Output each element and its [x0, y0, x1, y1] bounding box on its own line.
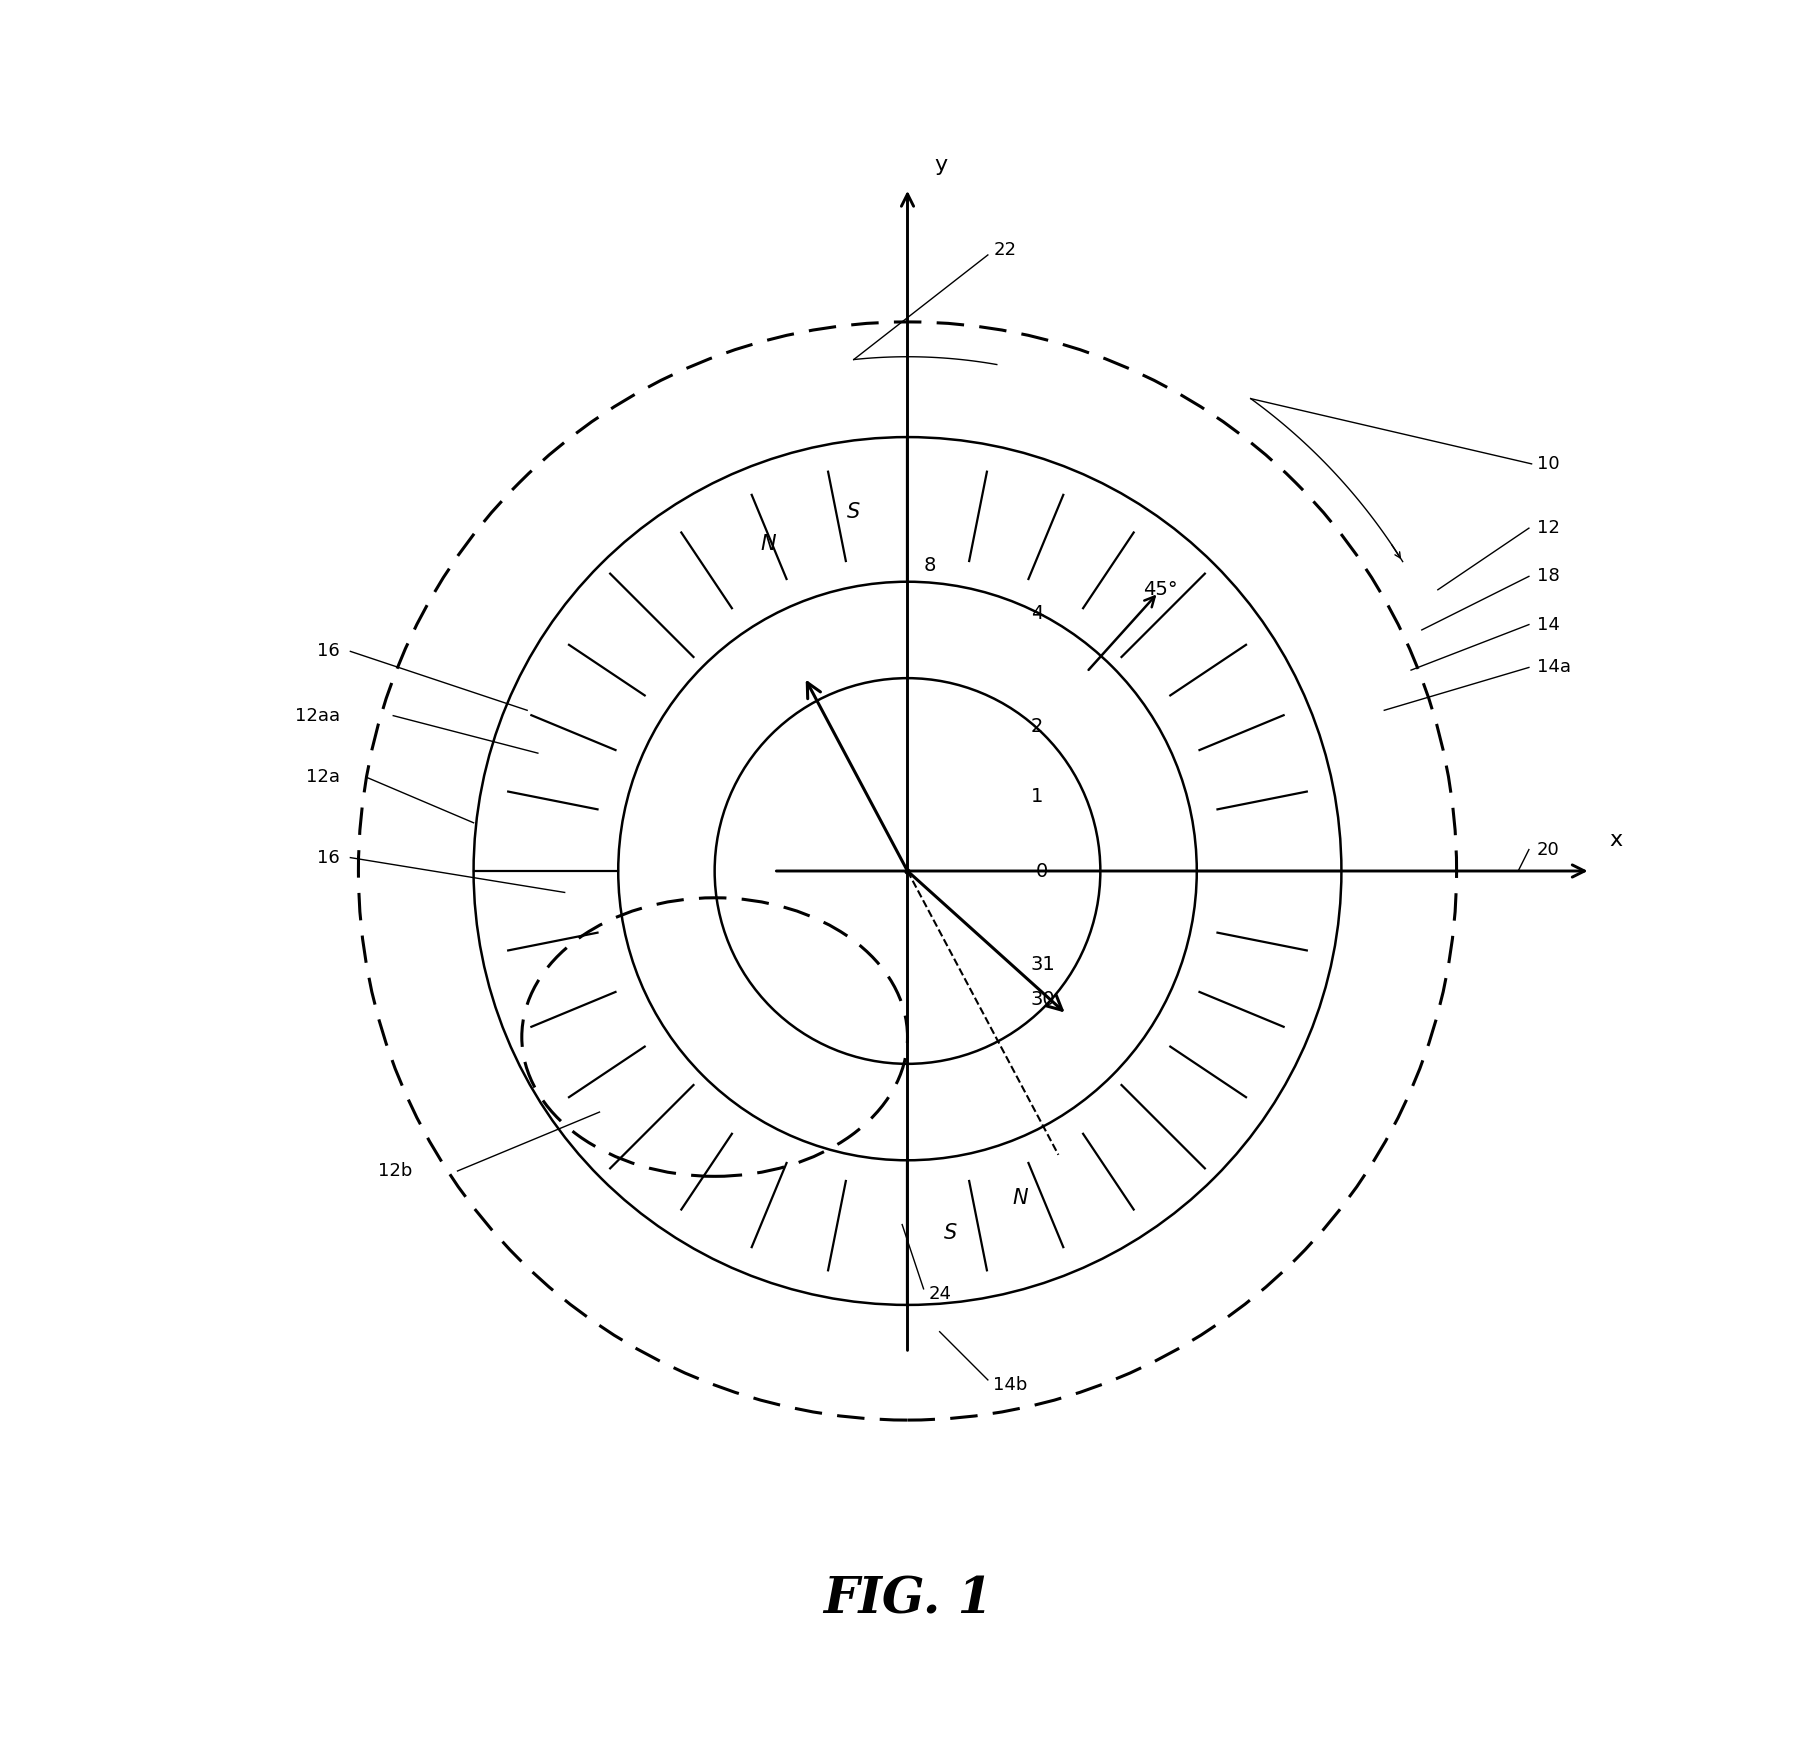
Text: N: N	[760, 535, 776, 554]
Text: N: N	[1012, 1188, 1027, 1207]
Text: x: x	[1609, 829, 1622, 850]
Text: 20: 20	[1536, 841, 1558, 859]
Text: 1: 1	[1030, 786, 1043, 805]
Text: 16: 16	[317, 643, 339, 660]
Text: 16: 16	[317, 848, 339, 866]
Text: 4: 4	[1030, 604, 1043, 624]
Text: 12b: 12b	[377, 1162, 412, 1179]
Text: 14: 14	[1536, 615, 1558, 634]
Text: 45°: 45°	[1143, 580, 1177, 599]
Text: 14b: 14b	[992, 1376, 1027, 1394]
Text: 12aa: 12aa	[294, 707, 339, 725]
Text: 31: 31	[1030, 955, 1056, 974]
Text: 12a: 12a	[305, 768, 339, 786]
Text: 0: 0	[1036, 862, 1048, 880]
Text: 10: 10	[1536, 455, 1558, 472]
Text: S: S	[943, 1223, 956, 1242]
Text: 2: 2	[1030, 718, 1043, 735]
Text: S: S	[847, 502, 860, 523]
Text: FIG. 1: FIG. 1	[822, 1575, 992, 1624]
Text: 14a: 14a	[1536, 658, 1571, 676]
Text: y: y	[934, 155, 947, 174]
Text: 22: 22	[992, 240, 1016, 258]
Text: 8: 8	[923, 556, 936, 575]
Text: 30: 30	[1030, 989, 1054, 1009]
Text: 18: 18	[1536, 568, 1558, 585]
Text: 24: 24	[929, 1286, 951, 1303]
Text: 12: 12	[1536, 519, 1558, 537]
